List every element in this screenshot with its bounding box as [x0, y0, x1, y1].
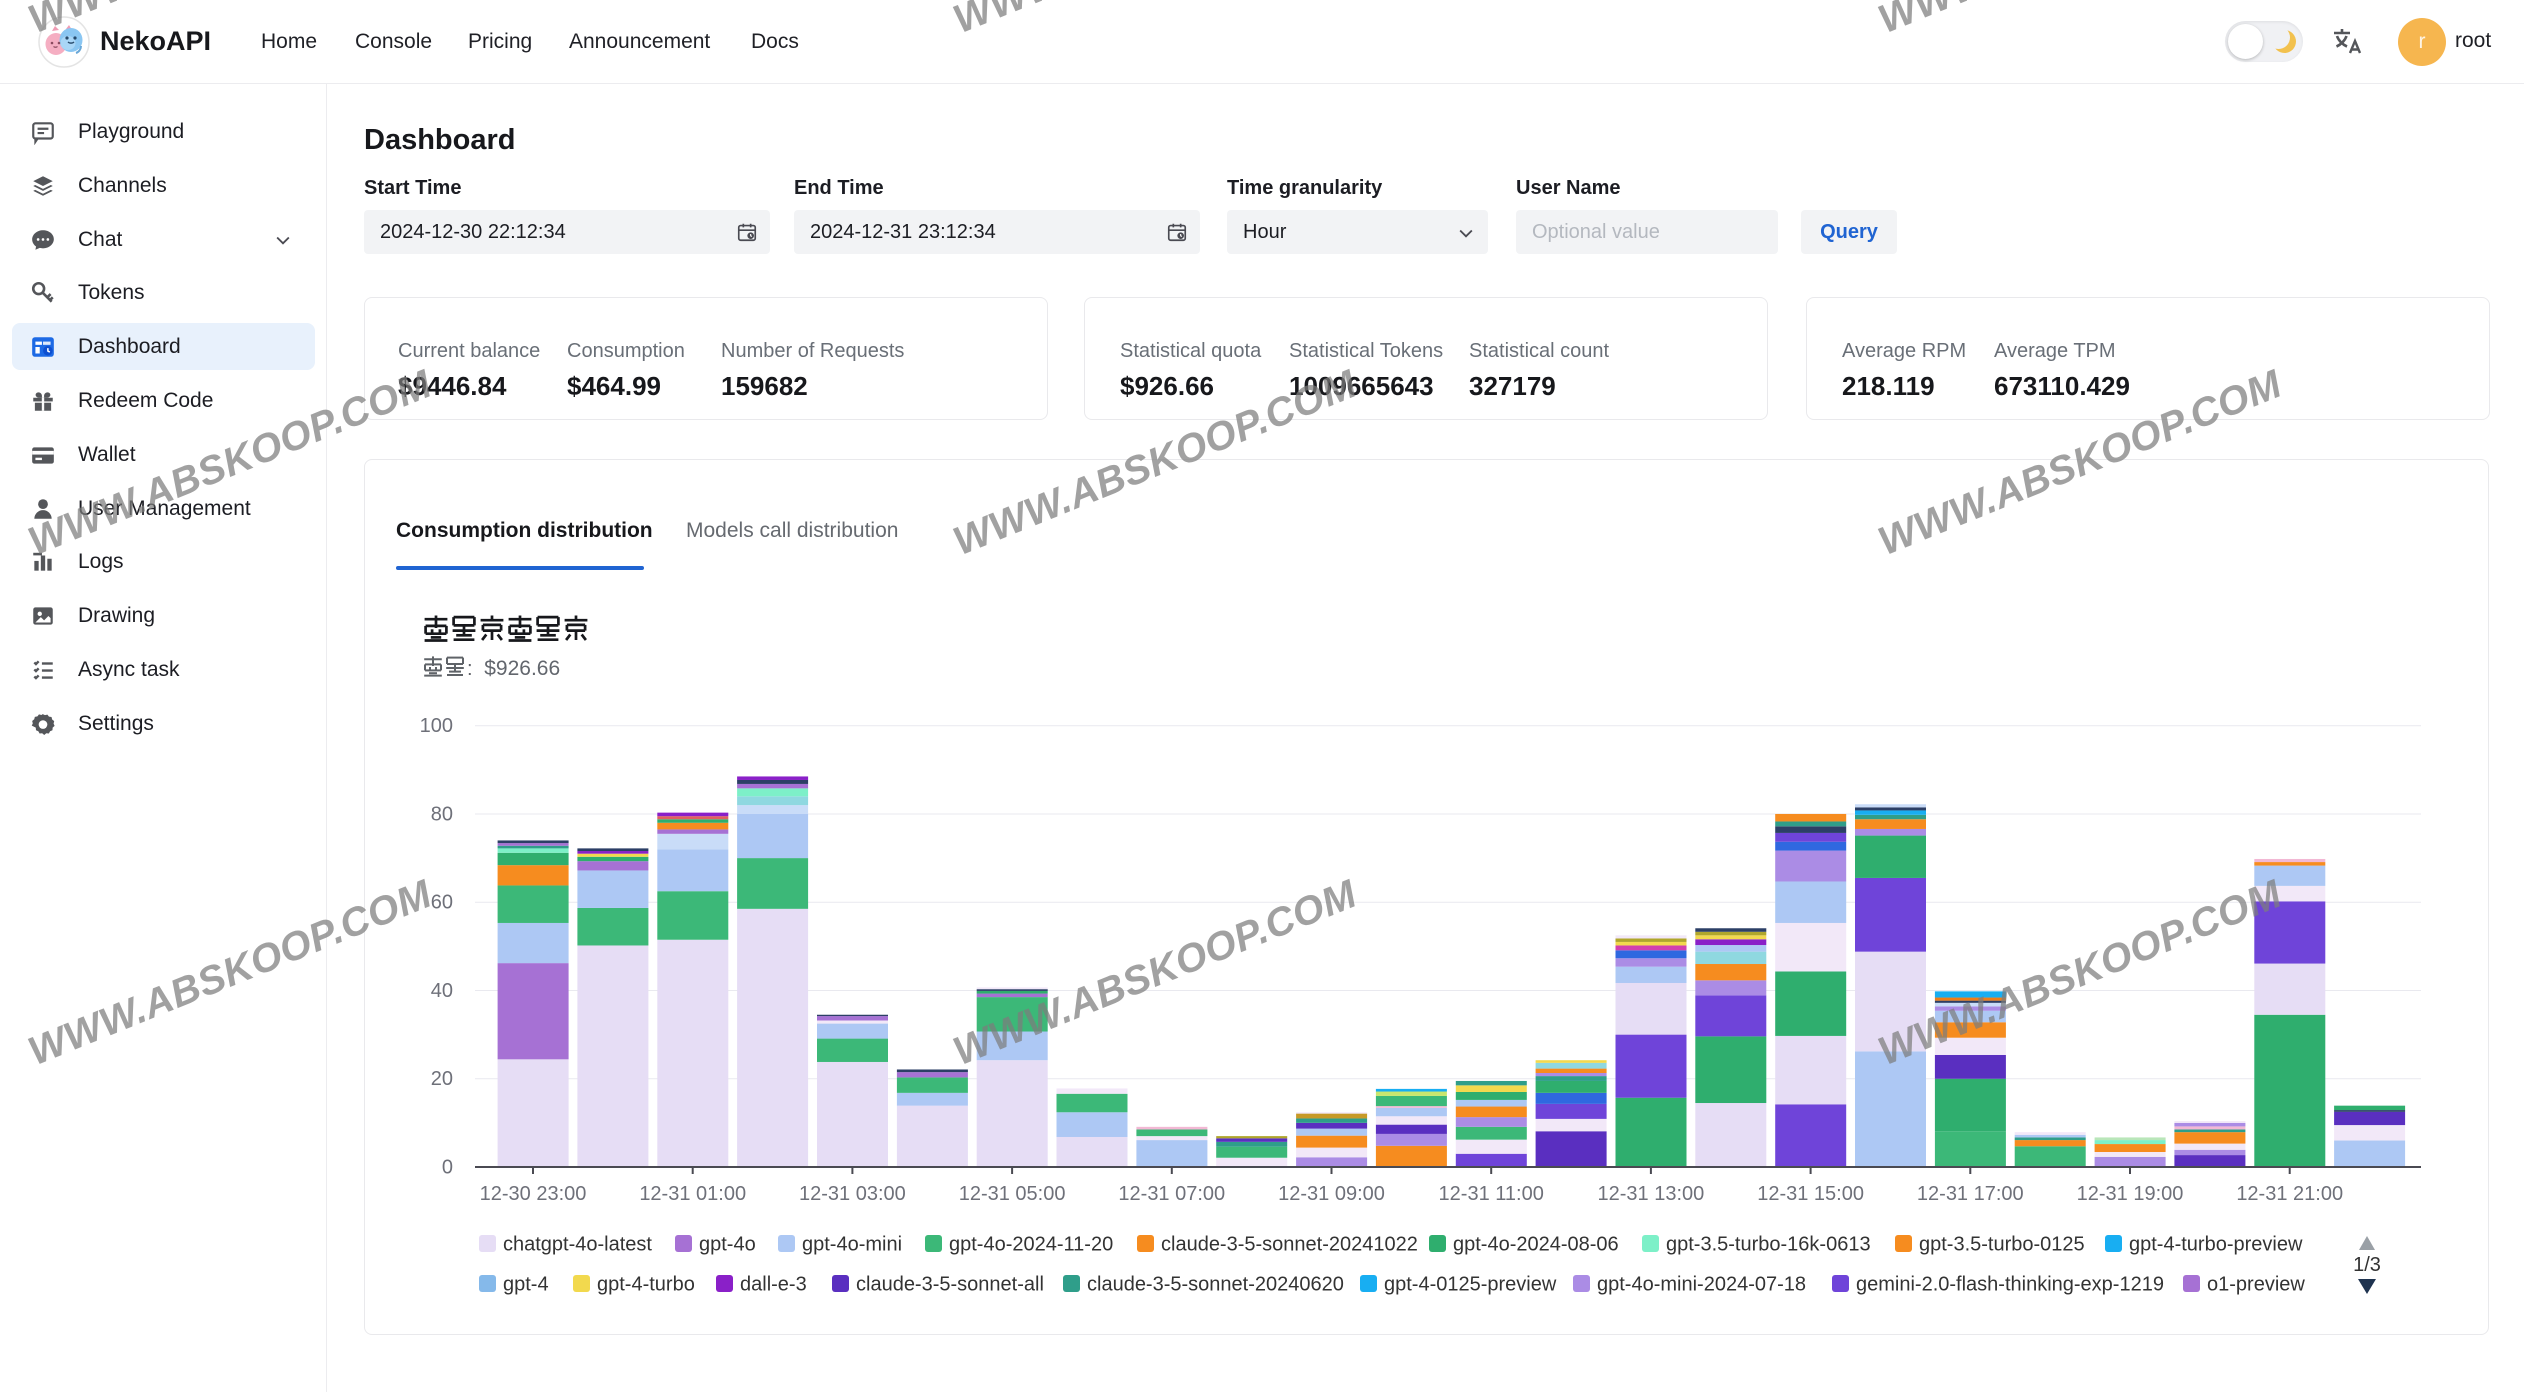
svg-text:12-31 09:00: 12-31 09:00	[1278, 1183, 1385, 1205]
svg-text:12-31 21:00: 12-31 21:00	[2236, 1183, 2343, 1205]
svg-text:gpt-4o-2024-11-20: gpt-4o-2024-11-20	[949, 1234, 1113, 1256]
svg-text:gpt-4: gpt-4	[503, 1274, 549, 1296]
svg-text:12-31 11:00: 12-31 11:00	[1439, 1183, 1544, 1205]
svg-text:dall-e-3: dall-e-3	[740, 1274, 807, 1296]
svg-text:12-31 15:00: 12-31 15:00	[1757, 1183, 1864, 1205]
svg-text:gpt-4-0125-preview: gpt-4-0125-preview	[1384, 1274, 1557, 1296]
svg-text:claude-3-5-sonnet-20240620: claude-3-5-sonnet-20240620	[1087, 1274, 1344, 1296]
svg-text:gpt-4-turbo-preview: gpt-4-turbo-preview	[2129, 1234, 2303, 1256]
svg-text:gpt-4o-mini: gpt-4o-mini	[802, 1234, 902, 1256]
svg-text:1/3: 1/3	[2353, 1254, 2381, 1276]
svg-text:12-31 01:00: 12-31 01:00	[639, 1183, 746, 1205]
svg-text:100: 100	[420, 715, 453, 737]
svg-text:o1-preview: o1-preview	[2207, 1274, 2305, 1296]
svg-text:12-30 23:00: 12-30 23:00	[480, 1183, 587, 1205]
svg-text:0: 0	[442, 1156, 453, 1178]
svg-text:claude-3-5-sonnet-all: claude-3-5-sonnet-all	[856, 1274, 1044, 1296]
svg-text:gemini-2.0-flash-thinking-exp-: gemini-2.0-flash-thinking-exp-1219	[1856, 1274, 2164, 1296]
svg-text:gpt-3.5-turbo-0125: gpt-3.5-turbo-0125	[1919, 1234, 2085, 1256]
svg-text:gpt-3.5-turbo-16k-0613: gpt-3.5-turbo-16k-0613	[1666, 1234, 1871, 1256]
svg-text:chatgpt-4o-latest: chatgpt-4o-latest	[503, 1234, 652, 1256]
svg-text:60: 60	[431, 891, 453, 913]
svg-text:12-31 13:00: 12-31 13:00	[1598, 1183, 1705, 1205]
svg-text:80: 80	[431, 803, 453, 825]
svg-text:12-31 19:00: 12-31 19:00	[2077, 1183, 2184, 1205]
svg-text:20: 20	[431, 1068, 453, 1090]
svg-text:gpt-4o-2024-08-06: gpt-4o-2024-08-06	[1453, 1234, 1619, 1256]
svg-text:12-31 03:00: 12-31 03:00	[799, 1183, 906, 1205]
svg-text:claude-3-5-sonnet-20241022: claude-3-5-sonnet-20241022	[1161, 1234, 1418, 1256]
svg-text:40: 40	[431, 980, 453, 1002]
svg-text:gpt-4o: gpt-4o	[699, 1234, 756, 1256]
svg-text:gpt-4-turbo: gpt-4-turbo	[597, 1274, 695, 1296]
svg-text:gpt-4o-mini-2024-07-18: gpt-4o-mini-2024-07-18	[1597, 1274, 1806, 1296]
svg-text:12-31 17:00: 12-31 17:00	[1917, 1183, 2024, 1205]
svg-text:12-31 05:00: 12-31 05:00	[959, 1183, 1066, 1205]
svg-text:12-31 07:00: 12-31 07:00	[1118, 1183, 1225, 1205]
